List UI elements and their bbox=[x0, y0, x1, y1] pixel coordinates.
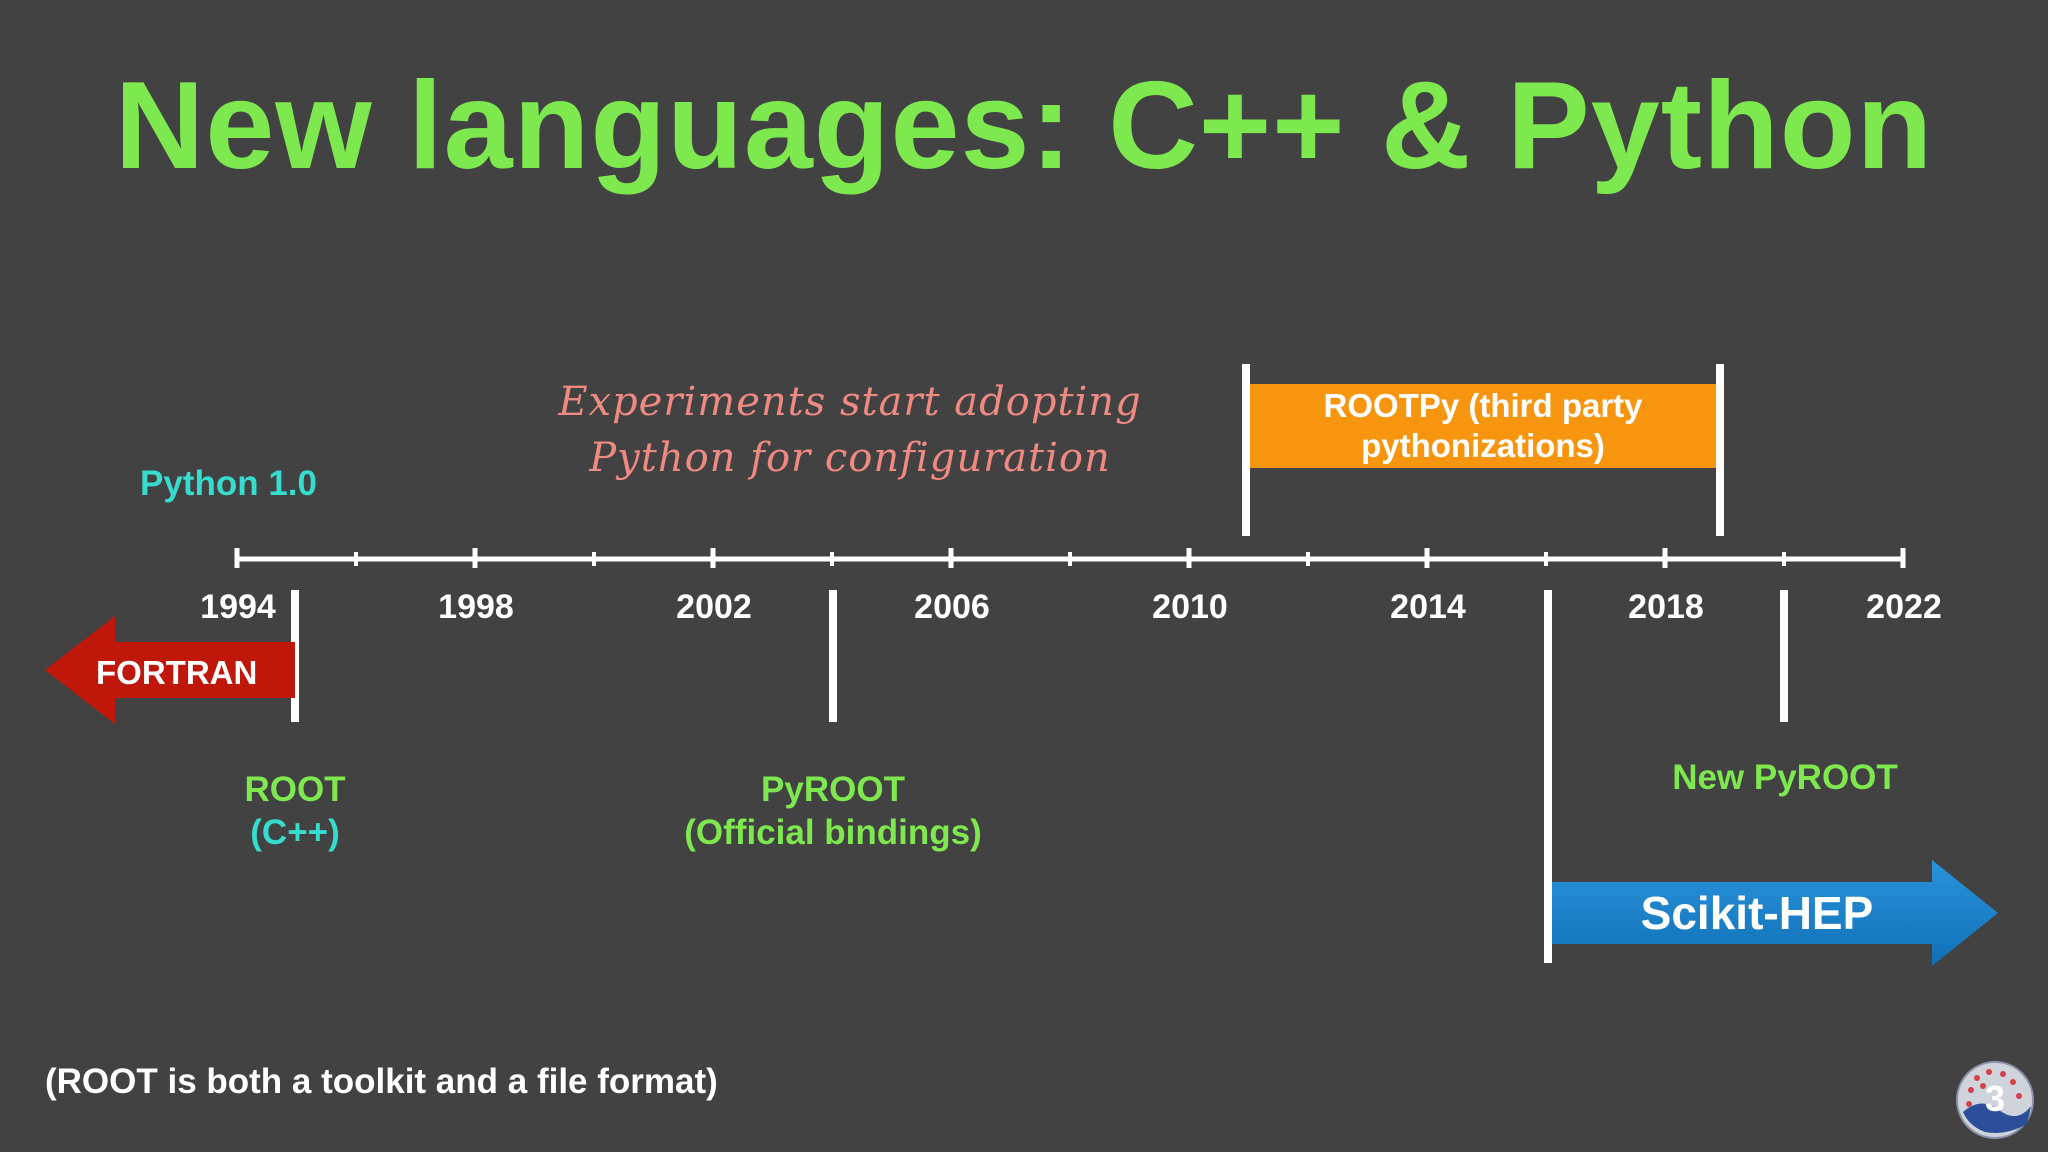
year-label-2018: 2018 bbox=[1628, 588, 1704, 626]
root-marker bbox=[291, 590, 299, 722]
fortran-label: FORTRAN bbox=[96, 654, 258, 691]
pyroot-label-line-2: (Official bindings) bbox=[684, 813, 982, 852]
pyroot-label-line-1: PyROOT bbox=[761, 770, 905, 809]
slide-title: New languages: C++ & Python bbox=[114, 57, 1934, 195]
rootpy-box: ROOTPy (third party pythonizations) bbox=[1250, 384, 1716, 468]
year-label-1998: 1998 bbox=[438, 588, 514, 626]
year-label-1994: 1994 bbox=[200, 588, 276, 626]
scikit-hep-label: Scikit-HEP bbox=[1640, 887, 1874, 939]
experiments-note: Experiments start adopting Python for co… bbox=[540, 374, 1160, 486]
root-label: ROOT (C++) bbox=[190, 768, 400, 854]
scikit-hep-arrow bbox=[1552, 860, 1998, 966]
page-number-badge: 3 bbox=[1955, 1060, 2035, 1140]
year-label-2006: 2006 bbox=[914, 588, 990, 626]
python-1-0-label: Python 1.0 bbox=[140, 464, 317, 503]
year-label-2014: 2014 bbox=[1390, 588, 1466, 626]
root-label-line-1: ROOT bbox=[244, 770, 346, 809]
page-number: 3 bbox=[1984, 1078, 2006, 1119]
year-label-2010: 2010 bbox=[1152, 588, 1228, 626]
timeline-ticks bbox=[234, 548, 1906, 568]
pyroot-label: PyROOT (Official bindings) bbox=[633, 768, 1033, 854]
rootpy-start-marker bbox=[1242, 364, 1250, 536]
scikit-hep-logo-icon bbox=[1956, 1061, 2034, 1139]
experiments-note-line-2: Python for configuration bbox=[589, 435, 1111, 481]
year-label-2022: 2022 bbox=[1866, 588, 1942, 626]
pyroot-marker bbox=[829, 590, 837, 722]
fortran-arrow bbox=[45, 616, 295, 724]
rootpy-line-2: pythonizations) bbox=[1361, 427, 1605, 464]
rootpy-line-1: ROOTPy (third party bbox=[1323, 387, 1643, 424]
new-pyroot-label: New PyROOT bbox=[1672, 758, 1898, 797]
experiments-note-line-1: Experiments start adopting bbox=[558, 379, 1142, 425]
footnote: (ROOT is both a toolkit and a file forma… bbox=[45, 1062, 718, 1101]
new-pyroot-marker bbox=[1780, 590, 1788, 722]
root-label-line-2: (C++) bbox=[250, 813, 340, 852]
year-label-2002: 2002 bbox=[676, 588, 752, 626]
scikit-hep-marker bbox=[1544, 590, 1552, 963]
rootpy-end-marker bbox=[1716, 364, 1724, 536]
